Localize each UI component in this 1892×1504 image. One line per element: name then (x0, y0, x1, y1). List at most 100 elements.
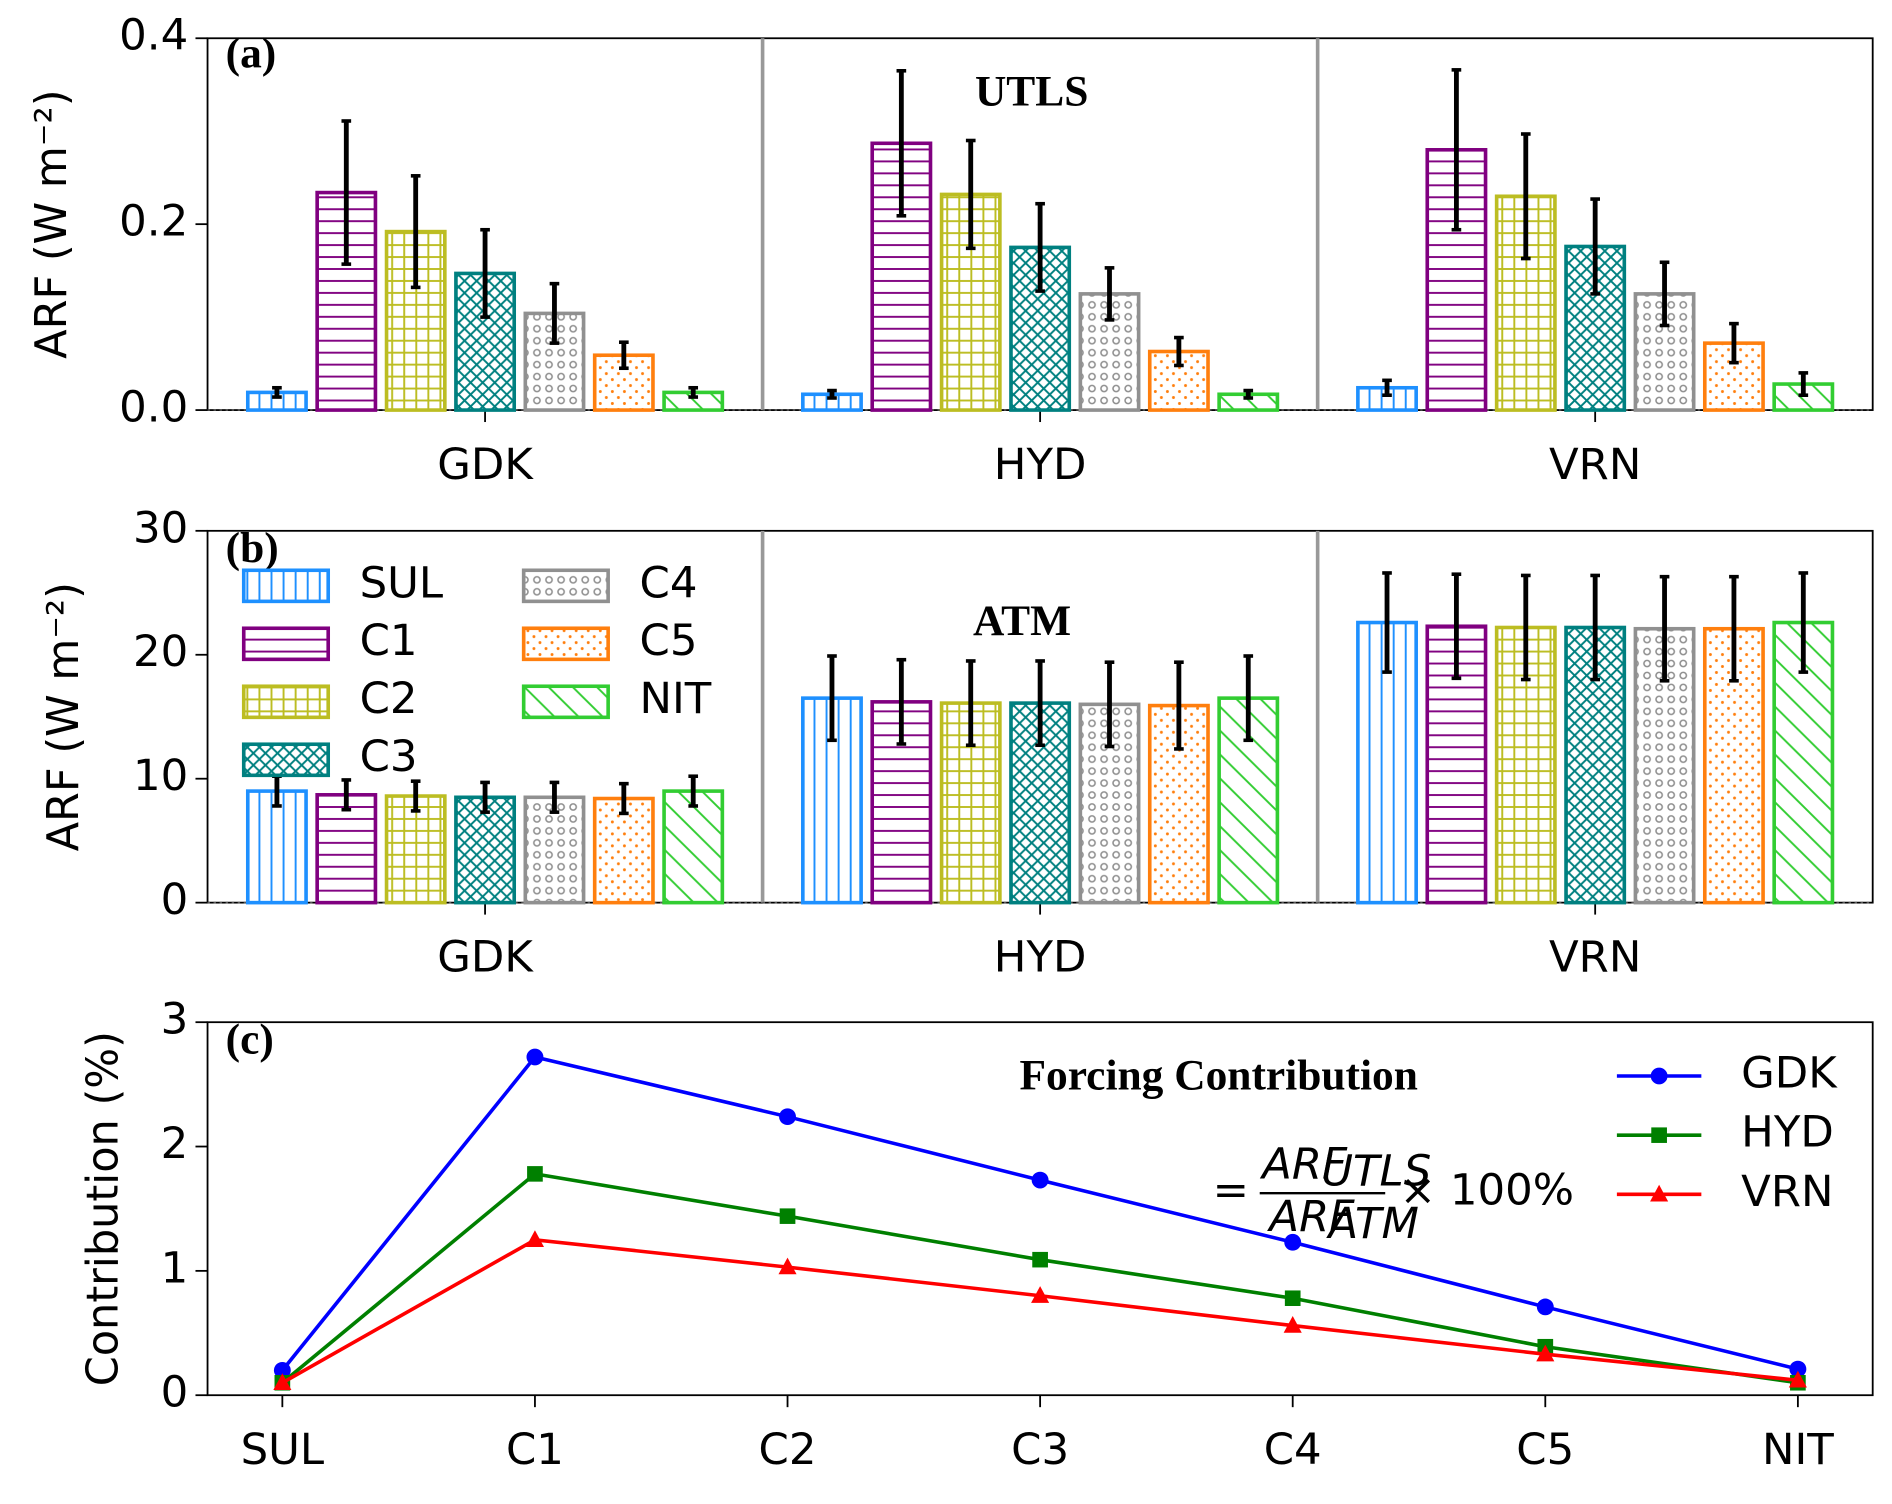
error-bar (1798, 571, 1809, 674)
y-tick-label: 2 (161, 1119, 189, 1169)
error-bar (1382, 378, 1392, 397)
x-tick-label: GDK (437, 933, 534, 983)
x-tick-label: NIT (1762, 1425, 1834, 1475)
error-bar (1451, 68, 1462, 232)
annotation: Forcing Contribution (1019, 1052, 1417, 1100)
panel-label: (b) (226, 524, 279, 572)
x-tick-label: VRN (1549, 933, 1641, 983)
error-bar (1659, 260, 1670, 328)
formula-text: = (1213, 1166, 1249, 1216)
x-tick-label: C4 (1264, 1425, 1322, 1475)
legend-label: C2 (360, 674, 418, 724)
error-bar (410, 779, 421, 813)
error-bar (619, 340, 629, 371)
y-tick-label: 0 (161, 875, 189, 925)
bar (662, 789, 725, 905)
error-bar (965, 659, 976, 748)
y-tick-label: 0.2 (119, 197, 188, 247)
error-bar (619, 781, 629, 816)
error-bar (1035, 659, 1045, 748)
error-bar (410, 174, 421, 290)
x-tick-label: C2 (759, 1425, 817, 1475)
y-tick-label: 30 (133, 503, 188, 553)
x-tick-label: GDK (437, 440, 534, 490)
panel-label: (a) (226, 29, 277, 77)
formula-text: × 100% (1400, 1166, 1574, 1216)
marker (1031, 1286, 1050, 1303)
y-tick-label: 0.0 (119, 383, 188, 433)
x-tick-label: HYD (994, 440, 1087, 490)
x-tick-label: VRN (1549, 440, 1641, 490)
marker (1032, 1251, 1048, 1268)
marker (1788, 1370, 1807, 1388)
x-tick-label: C3 (1011, 1425, 1069, 1475)
legend-swatch (241, 684, 331, 720)
legend-label: C5 (640, 616, 698, 666)
error-bar (1035, 201, 1045, 293)
y-tick-label: 10 (133, 751, 188, 801)
legend-label: SUL (360, 558, 444, 608)
error-bar (896, 657, 907, 746)
legend-label: NIT (640, 674, 712, 724)
error-bar (549, 281, 560, 345)
marker (1651, 1127, 1667, 1143)
x-tick-label: HYD (994, 933, 1087, 983)
y-axis-label: ARF (W m⁻²) (39, 582, 89, 851)
marker (525, 1230, 544, 1247)
legend-label: HYD (1741, 1108, 1834, 1158)
marker (1650, 1184, 1669, 1202)
error-bar (688, 774, 699, 808)
error-bar (896, 68, 907, 218)
error-bar (827, 654, 837, 743)
error-bar (1729, 574, 1739, 683)
error-bar (1590, 573, 1600, 682)
error-bar (1659, 574, 1670, 683)
bar (384, 794, 447, 905)
bar (454, 795, 517, 905)
bar (1425, 624, 1488, 905)
legend-label: C1 (360, 616, 418, 666)
formula-text: ATM (1325, 1199, 1419, 1249)
error-bar (1174, 335, 1184, 368)
y-tick-label: 20 (133, 627, 188, 677)
error-bar (1729, 321, 1739, 365)
marker (1789, 1360, 1807, 1378)
marker (1031, 1171, 1049, 1189)
marker (1536, 1298, 1554, 1316)
error-bar (341, 778, 352, 812)
marker (1536, 1344, 1555, 1362)
legend-swatch (241, 626, 331, 662)
legend-swatch (241, 742, 331, 778)
legend-label: VRN (1741, 1167, 1833, 1217)
error-bar (1590, 197, 1600, 296)
legend-swatch (241, 568, 331, 604)
y-axis-label: ARF (W m⁻²) (27, 89, 77, 358)
annotation: ATM (973, 597, 1071, 645)
marker (273, 1361, 291, 1379)
bar (1009, 701, 1072, 905)
error-bar (341, 119, 352, 266)
error-bar (1520, 573, 1531, 682)
y-tick-label: 1 (161, 1243, 189, 1293)
y-tick-label: 3 (161, 995, 189, 1045)
error-bar (827, 388, 837, 400)
marker (1650, 1067, 1668, 1085)
marker (779, 1108, 796, 1126)
formula-text: UTLS (1321, 1147, 1431, 1197)
annotation: UTLS (975, 68, 1088, 116)
legend-label: GDK (1741, 1049, 1838, 1099)
formula-text: ARF (1259, 1139, 1348, 1189)
error-bar (1104, 266, 1115, 322)
error-bar (480, 780, 490, 814)
error-bar (965, 138, 976, 251)
error-bar (1104, 660, 1115, 749)
marker (1284, 1290, 1301, 1306)
marker (778, 1257, 797, 1275)
x-tick-label: SUL (241, 1425, 325, 1475)
error-bar (272, 385, 282, 399)
marker (273, 1373, 292, 1390)
formula-text: ARF (1266, 1192, 1355, 1242)
error-bar (549, 780, 560, 814)
marker (779, 1208, 796, 1224)
